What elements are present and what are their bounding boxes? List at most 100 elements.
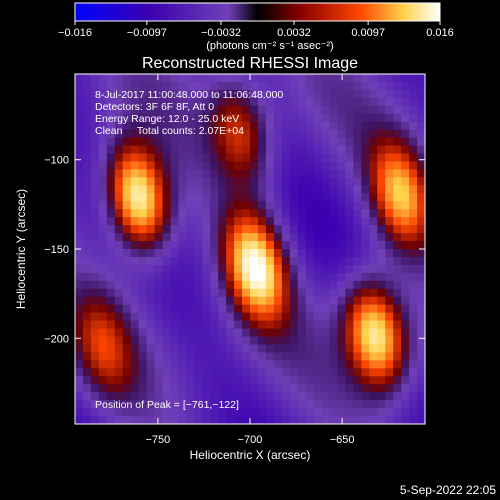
heatmap-cell (178, 376, 187, 385)
heatmap-cell (313, 328, 323, 337)
heatmap-cell (82, 225, 92, 234)
heatmap-cell (146, 105, 156, 115)
heatmap-cell (146, 336, 156, 345)
heatmap-cell (297, 288, 307, 298)
heatmap-cell (98, 121, 108, 131)
heatmap-cell (257, 288, 267, 298)
heatmap-cell (297, 360, 307, 369)
heatmap-cell (409, 145, 418, 155)
heatmap-cell (75, 376, 84, 385)
heatmap-cell (377, 233, 386, 242)
heatmap-cell (170, 360, 179, 369)
heatmap-cell (242, 97, 251, 107)
heatmap-cell (98, 288, 108, 298)
heatmap-cell (409, 249, 418, 258)
heatmap-cell (194, 113, 203, 123)
heatmap-cell (257, 384, 267, 393)
heatmap-cell (194, 201, 203, 210)
heatmap-cell (265, 169, 275, 178)
heatmap-cell (329, 288, 338, 298)
heatmap-cell (146, 209, 156, 218)
heatmap-cell (178, 384, 187, 393)
heatmap-cell (234, 416, 243, 424)
heatmap-cell (273, 416, 283, 424)
heatmap-cell (393, 360, 402, 369)
heatmap-cell (409, 74, 418, 83)
heatmap-cell (82, 129, 92, 139)
heatmap-cell (345, 384, 354, 393)
heatmap-cell (146, 392, 156, 401)
heatmap-cell (122, 137, 132, 147)
heatmap-cell (281, 89, 291, 99)
heatmap-cell (242, 81, 251, 91)
heatmap-cell (75, 217, 84, 226)
heatmap-cell (106, 161, 116, 170)
heatmap-cell (305, 177, 315, 186)
heatmap-cell (210, 217, 219, 226)
heatmap-cell (82, 408, 92, 417)
heatmap-cell (297, 201, 307, 210)
heatmap-cell (170, 97, 179, 107)
heatmap-cell (281, 304, 291, 314)
heatmap-cell (226, 400, 235, 409)
heatmap-cell (377, 272, 386, 282)
heatmap-cell (114, 264, 124, 274)
heatmap-cell (369, 241, 378, 250)
y-tick-label: −150 (44, 244, 69, 256)
heatmap-cell (329, 113, 338, 123)
heatmap-cell (273, 288, 283, 298)
heatmap-cell (250, 352, 259, 361)
heatmap-cell (369, 400, 378, 409)
heatmap-cell (242, 153, 251, 162)
heatmap-cell (273, 376, 283, 385)
heatmap-cell (234, 177, 243, 186)
heatmap-cell (162, 233, 171, 242)
heatmap-cell (329, 177, 338, 186)
heatmap-cell (162, 161, 171, 170)
heatmap-cell (210, 288, 219, 298)
heatmap-cell (377, 201, 386, 210)
heatmap-cell (186, 145, 195, 155)
heatmap-cell (250, 97, 259, 107)
heatmap-cell (210, 145, 219, 155)
heatmap-cell (162, 272, 171, 282)
heatmap-cell (202, 408, 211, 417)
heatmap-cell (90, 280, 100, 290)
heatmap-cell (170, 137, 179, 147)
heatmap-cell (265, 392, 275, 401)
heatmap-cell (250, 328, 259, 337)
heatmap-cell (337, 376, 346, 385)
heatmap-cell (226, 264, 235, 274)
heatmap-cell (106, 376, 116, 385)
heatmap-cell (162, 320, 171, 330)
heatmap-cell (353, 304, 362, 314)
heatmap-cell (186, 74, 195, 83)
heatmap-cell (337, 193, 346, 202)
heatmap-cell (242, 328, 251, 337)
heatmap-cell (313, 288, 323, 298)
heatmap-cell (345, 360, 354, 369)
heatmap-cell (162, 256, 171, 266)
heatmap-cell (313, 320, 323, 330)
heatmap-cell (194, 264, 203, 274)
heatmap-cell (393, 249, 402, 258)
heatmap-cell (186, 201, 195, 210)
heatmap-cell (218, 161, 227, 170)
heatmap-cell (345, 201, 354, 210)
heatmap-cell (297, 153, 307, 162)
heatmap-cell (377, 137, 386, 147)
heatmap-cell (401, 121, 410, 131)
heatmap-cell (369, 74, 378, 83)
heatmap-cell (234, 280, 243, 290)
heatmap-cell (393, 280, 402, 290)
heatmap-cell (273, 145, 283, 155)
heatmap-cell (234, 352, 243, 361)
heatmap-cell (257, 272, 267, 282)
heatmap-cell (226, 113, 235, 123)
heatmap-cell (281, 209, 291, 218)
heatmap-cell (170, 129, 179, 139)
heatmap-cell (321, 81, 331, 91)
heatmap-cell (305, 201, 315, 210)
heatmap-cell (281, 177, 291, 186)
annotation-clean-counts: Clean Total counts: 2.07E+04 (95, 125, 244, 137)
